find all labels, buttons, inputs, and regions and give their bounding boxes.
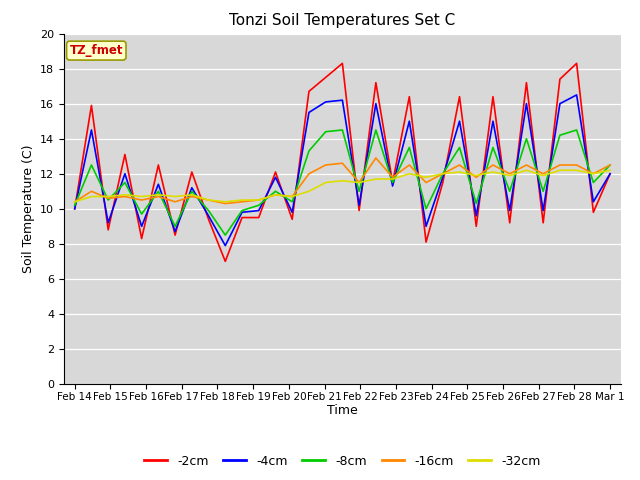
Legend: -2cm, -4cm, -8cm, -16cm, -32cm: -2cm, -4cm, -8cm, -16cm, -32cm	[140, 450, 545, 473]
X-axis label: Time: Time	[327, 405, 358, 418]
Text: TZ_fmet: TZ_fmet	[70, 44, 123, 57]
Title: Tonzi Soil Temperatures Set C: Tonzi Soil Temperatures Set C	[229, 13, 456, 28]
Y-axis label: Soil Temperature (C): Soil Temperature (C)	[22, 144, 35, 273]
